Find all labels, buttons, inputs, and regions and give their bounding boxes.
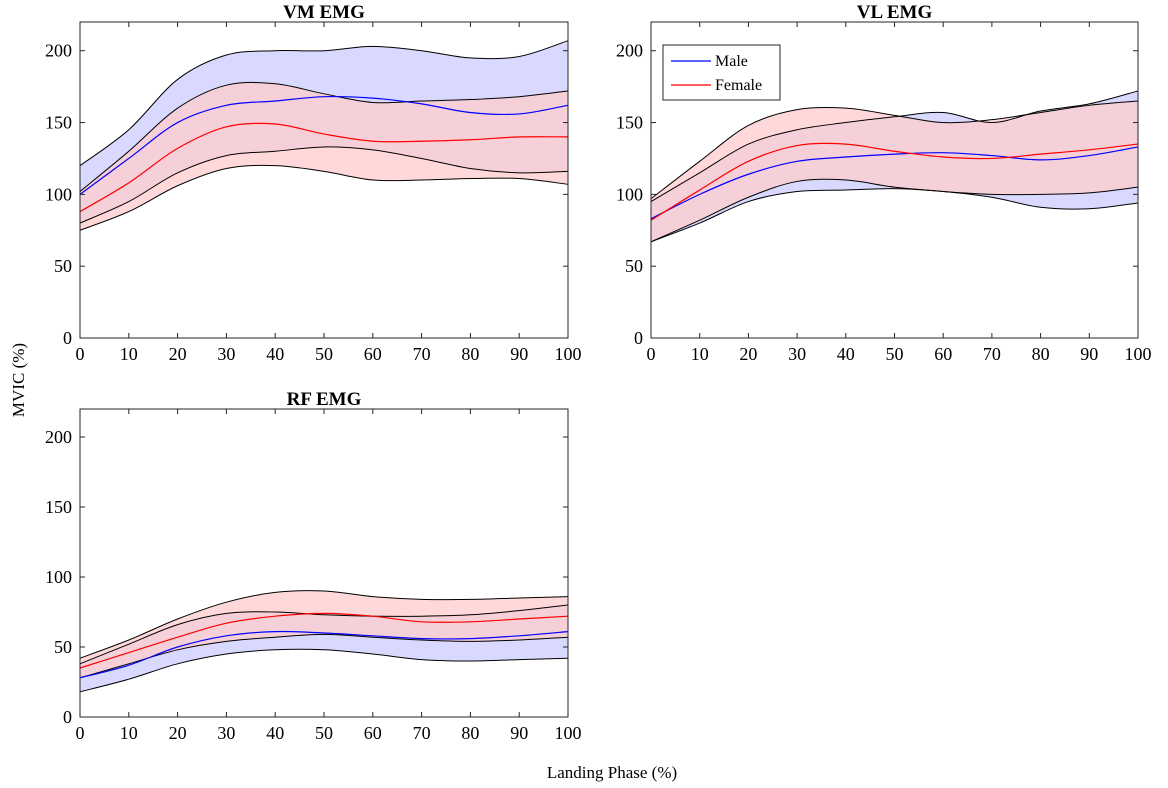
female-lower-edge (79, 633, 569, 679)
female-legend-label: Female (715, 77, 762, 94)
vm-emg-title: VM EMG (283, 2, 365, 23)
female-upper-edge (79, 590, 569, 659)
y-tick-label: 150 (45, 497, 72, 517)
female-upper-edge (79, 81, 569, 192)
x-tick-label: 90 (510, 723, 528, 743)
x-tick-label: 40 (266, 723, 284, 743)
y-tick-label: 200 (45, 427, 72, 447)
x-tick-label: 50 (315, 344, 333, 364)
vm-emg-panel: 0 10 20 30 40 50 60 70 80 90 100 0 50 100 150 200 VM EMG (45, 2, 582, 364)
x-tick-label: 100 (1125, 344, 1152, 364)
x-tick-label: 0 (647, 344, 656, 364)
legend: Male Female (662, 44, 781, 101)
female-sd-band (80, 82, 568, 231)
x-tick-label: 10 (691, 344, 709, 364)
y-axis-label: MVIC (%) (9, 343, 28, 417)
x-tick-label: 50 (886, 344, 904, 364)
x-tick-label: 80 (1032, 344, 1050, 364)
female-mean-line (650, 142, 1139, 221)
rf-emg-title: RF EMG (287, 389, 362, 410)
y-tick-label: 0 (634, 328, 643, 348)
male-upper-edge (650, 90, 1139, 202)
x-tick-label: 40 (837, 344, 855, 364)
male-upper-edge (79, 40, 569, 167)
legend-box (662, 44, 781, 101)
female-lower-edge (650, 178, 1139, 243)
y-tick-label: 150 (616, 113, 643, 133)
x-tick-label: 20 (169, 344, 187, 364)
male-mean-line (79, 630, 569, 679)
x-tick-label: 20 (169, 723, 187, 743)
x-tick-label: 90 (1080, 344, 1098, 364)
male-lower-edge (650, 188, 1139, 243)
x-tick-label: 70 (413, 723, 431, 743)
x-tick-label: 60 (364, 344, 382, 364)
x-tick-label: 30 (217, 723, 235, 743)
x-tick-label: 100 (555, 723, 582, 743)
male-upper-edge (79, 604, 569, 665)
y-tick-label: 150 (45, 113, 72, 133)
male-legend-label: Male (715, 53, 748, 70)
x-tick-label: 70 (413, 344, 431, 364)
vl-emg-panel: 0 10 20 30 40 50 60 70 80 90 100 0 50 100 150 200 VL EMG… (616, 2, 1152, 364)
y-tick-label: 200 (616, 41, 643, 61)
female-mean-line (79, 612, 569, 669)
x-tick-label: 0 (76, 723, 85, 743)
x-tick-label: 20 (739, 344, 757, 364)
x-tick-label: 90 (510, 344, 528, 364)
y-tick-label: 200 (45, 41, 72, 61)
x-tick-label: 60 (934, 344, 952, 364)
x-tick-label: 0 (76, 344, 85, 364)
y-tick-label: 100 (616, 184, 643, 204)
x-tick-label: 50 (315, 723, 333, 743)
vl-emg-title: VL EMG (857, 2, 933, 23)
female-lower-edge (79, 164, 569, 231)
y-tick-label: 100 (45, 184, 72, 204)
female-upper-edge (650, 100, 1139, 200)
rf-emg-panel: 0 10 20 30 40 50 60 70 80 90 100 0 50 100 150 200 RF EMG (45, 389, 582, 743)
x-tick-label: 60 (364, 723, 382, 743)
x-tick-label: 10 (120, 344, 138, 364)
x-tick-label: 30 (788, 344, 806, 364)
male-mean-line (650, 146, 1139, 220)
y-tick-label: 50 (625, 256, 643, 276)
y-tick-label: 0 (63, 707, 72, 727)
y-tick-label: 100 (45, 567, 72, 587)
male-lower-edge (79, 648, 569, 693)
y-tick-label: 50 (54, 256, 72, 276)
x-axis-label: Landing Phase (%) (547, 763, 677, 782)
y-tick-label: 50 (54, 637, 72, 657)
x-tick-label: 30 (217, 344, 235, 364)
x-tick-label: 40 (266, 344, 284, 364)
female-mean-line (79, 122, 569, 213)
x-tick-label: 100 (555, 344, 582, 364)
y-tick-label: 0 (63, 328, 72, 348)
male-lower-edge (79, 146, 569, 224)
x-tick-label: 10 (120, 723, 138, 743)
x-tick-label: 80 (461, 723, 479, 743)
x-tick-label: 70 (983, 344, 1001, 364)
male-mean-line (79, 95, 569, 195)
x-tick-label: 80 (461, 344, 479, 364)
